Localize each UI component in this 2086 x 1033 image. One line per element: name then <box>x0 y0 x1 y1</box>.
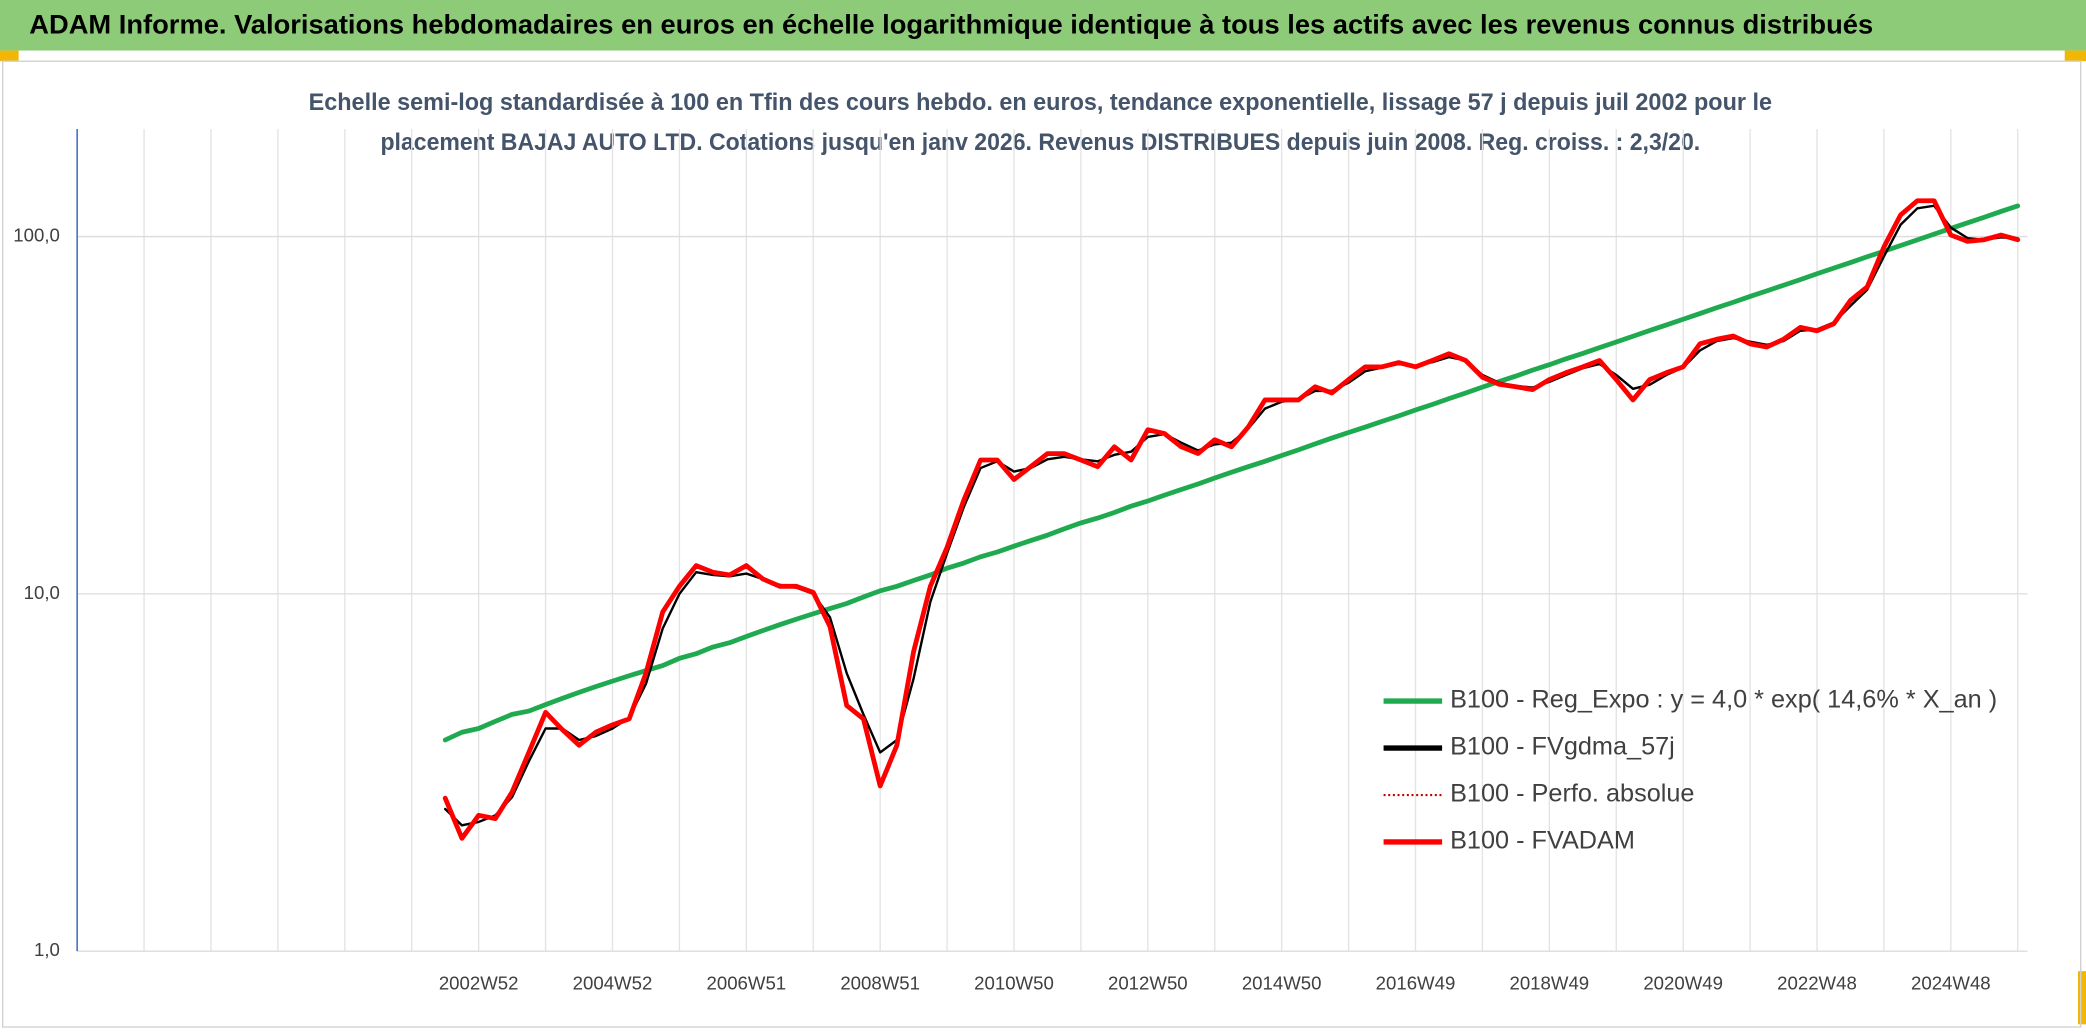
corner-mark <box>2078 971 2086 1025</box>
series-line <box>442 203 2021 743</box>
x-tick-label: 2018W49 <box>1509 972 1589 993</box>
chart-subtitle: placement BAJAJ AUTO LTD. Cotations jusq… <box>380 129 1700 156</box>
legend-label: B100 - FVADAM <box>1450 827 1635 855</box>
series-line <box>442 198 2021 841</box>
corner-mark <box>2064 50 2086 62</box>
legend-label: B100 - FVgdma_57j <box>1450 733 1675 761</box>
y-tick-label: 1,0 <box>34 939 60 960</box>
x-tick-label: 2024W48 <box>1911 972 1991 993</box>
chart-subtitle: Echelle semi-log standardisée à 100 en T… <box>309 89 1772 116</box>
x-tick-label: 2008W51 <box>840 972 920 993</box>
x-tick-label: 2002W52 <box>439 972 519 993</box>
x-tick-label: 2022W48 <box>1777 972 1857 993</box>
corner-mark <box>0 50 19 62</box>
legend-label: B100 - Reg_Expo : y = 4,0 * exp( 14,6% *… <box>1450 686 1997 714</box>
x-tick-label: 2012W50 <box>1108 972 1188 993</box>
y-tick-label: 10,0 <box>24 582 60 603</box>
x-tick-label: 2014W50 <box>1242 972 1322 993</box>
y-tick-label: 100,0 <box>13 225 60 246</box>
legend-label: B100 - Perfo. absolue <box>1450 780 1694 808</box>
x-tick-label: 2016W49 <box>1376 972 1456 993</box>
x-tick-label: 2010W50 <box>974 972 1054 993</box>
plot-lines <box>442 198 2021 841</box>
x-tick-label: 2020W49 <box>1643 972 1723 993</box>
header-bar <box>0 0 2086 51</box>
page-title: ADAM Informe. Valorisations hebdomadaire… <box>29 10 1873 40</box>
x-tick-label: 2004W52 <box>573 972 653 993</box>
grid: 1,0 10,0 100,0 2002W52 2004W52 2006W51 2008W51… <box>13 129 2028 993</box>
x-tick-label: 2006W51 <box>706 972 786 993</box>
chart-frame <box>1 60 2082 1028</box>
legend: B100 - Reg_Expo : y = 4,0 * exp( 14,6% *… <box>1383 686 1997 855</box>
